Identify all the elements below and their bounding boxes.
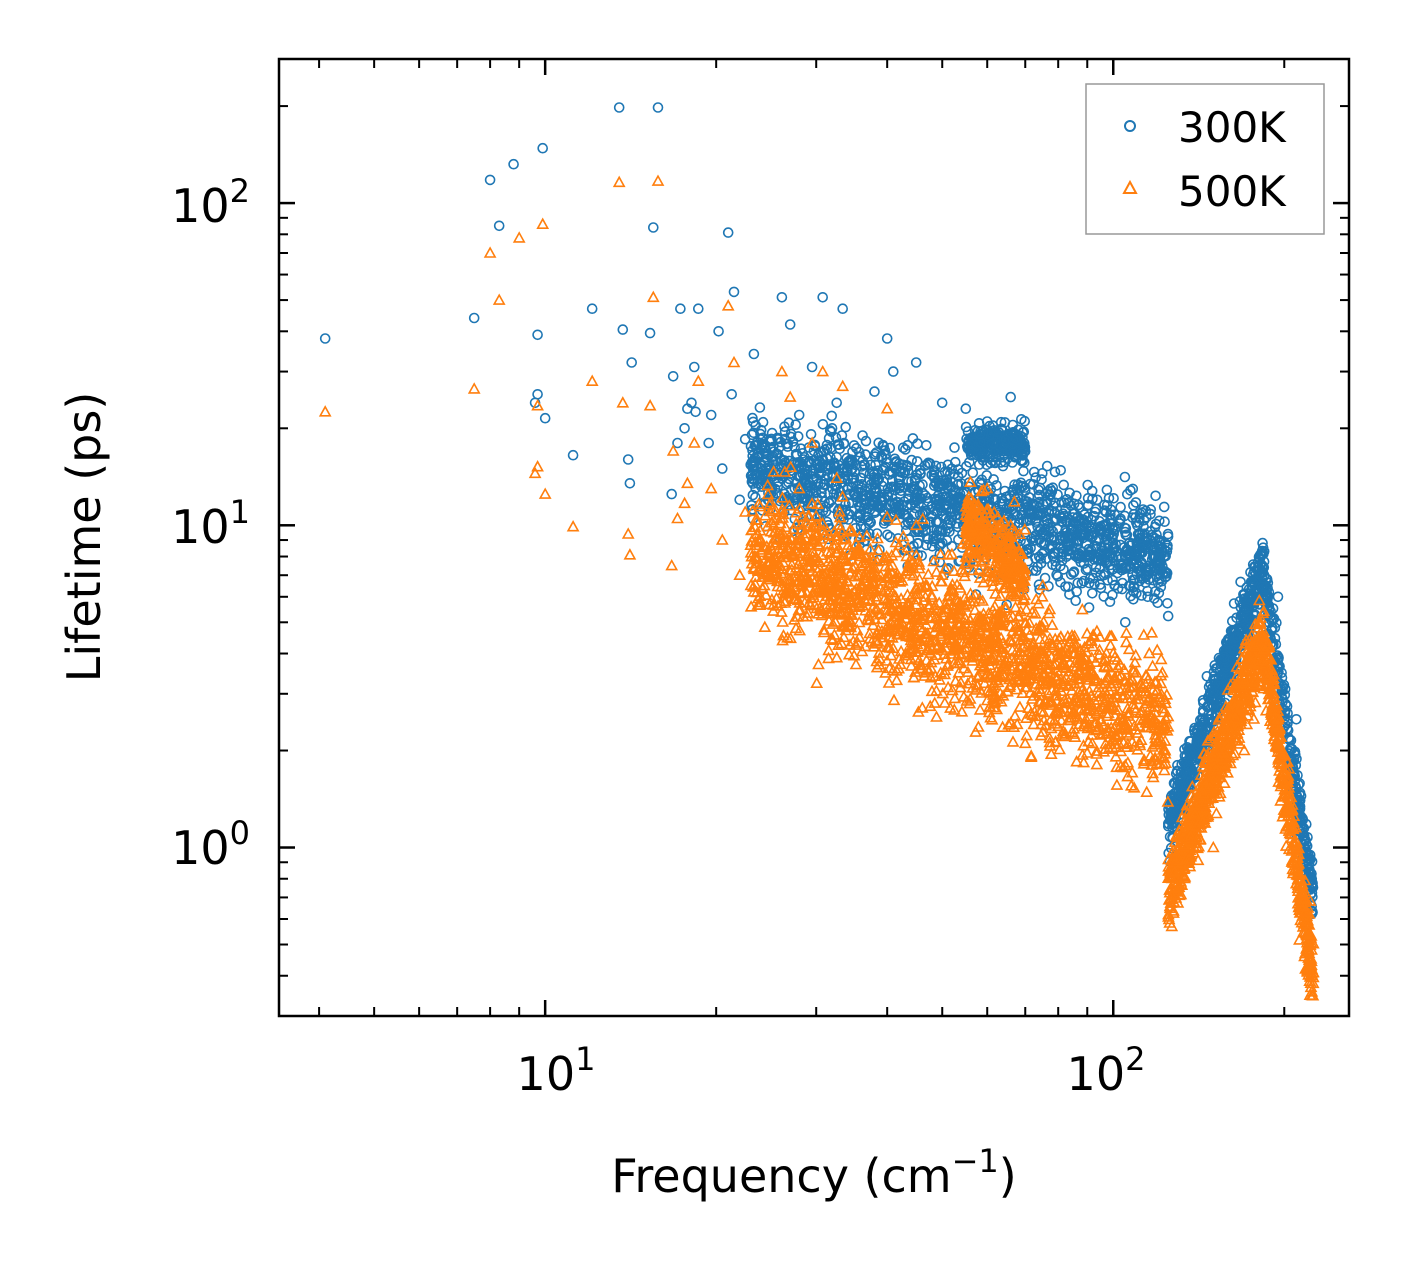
- point-300k: [1042, 485, 1054, 497]
- point-300k: [967, 467, 979, 479]
- point-300k: [944, 468, 956, 479]
- point-300k: [871, 528, 883, 539]
- point-300k: [1104, 596, 1116, 608]
- point-300k: [1103, 492, 1115, 504]
- point-300k: [1012, 490, 1024, 501]
- point-300k: [949, 442, 960, 453]
- point-300k: [1034, 489, 1045, 501]
- point-300k: [1080, 564, 1092, 576]
- point-300k: [1011, 483, 1022, 495]
- point-300k: [1130, 497, 1142, 508]
- point-300k: [748, 427, 759, 439]
- point-300k: [795, 443, 807, 455]
- point-300k: [750, 491, 761, 503]
- point-300k: [779, 426, 791, 438]
- point-300k: [1158, 501, 1170, 513]
- point-300k: [1065, 569, 1077, 580]
- point-300k: [1119, 471, 1131, 483]
- point-300k: [882, 529, 893, 541]
- point-300k: [857, 430, 868, 441]
- point-300k: [900, 525, 912, 536]
- point-300k: [1041, 460, 1053, 472]
- point-300k: [1072, 577, 1084, 589]
- point-300k: [817, 418, 829, 430]
- point-300k: [783, 417, 795, 429]
- point-300k: [1128, 593, 1139, 605]
- point-300k: [854, 508, 865, 519]
- point-300k: [1145, 504, 1156, 515]
- point-300k: [1024, 478, 1036, 490]
- point-300k: [1127, 483, 1139, 495]
- point-300k: [1152, 540, 1164, 551]
- point-300k: [1150, 490, 1161, 502]
- point-300k: [1078, 575, 1090, 587]
- point-300k: [860, 435, 872, 447]
- point-300k: [1162, 610, 1174, 622]
- points-layer: [318, 102, 1320, 1001]
- point-300k: [1127, 512, 1138, 523]
- point-300k: [1001, 599, 1013, 611]
- point-300k: [1125, 590, 1136, 602]
- point-300k: [823, 432, 835, 444]
- point-300k: [1050, 560, 1062, 572]
- point-300k: [1162, 597, 1173, 609]
- point-300k: [923, 457, 934, 469]
- point-300k: [1058, 479, 1069, 491]
- point-300k: [1115, 501, 1126, 513]
- point-300k: [772, 432, 783, 444]
- point-300k: [900, 444, 911, 455]
- point-300k: [1107, 589, 1118, 601]
- point-300k: [1090, 535, 1102, 546]
- point-300k: [1045, 489, 1056, 500]
- point-300k: [747, 489, 759, 501]
- point-300k: [1064, 487, 1075, 499]
- point-300k: [1012, 479, 1024, 490]
- point-300k: [1076, 577, 1088, 589]
- point-300k: [1049, 466, 1061, 478]
- point-300k: [1136, 590, 1147, 601]
- point-300k: [976, 474, 988, 486]
